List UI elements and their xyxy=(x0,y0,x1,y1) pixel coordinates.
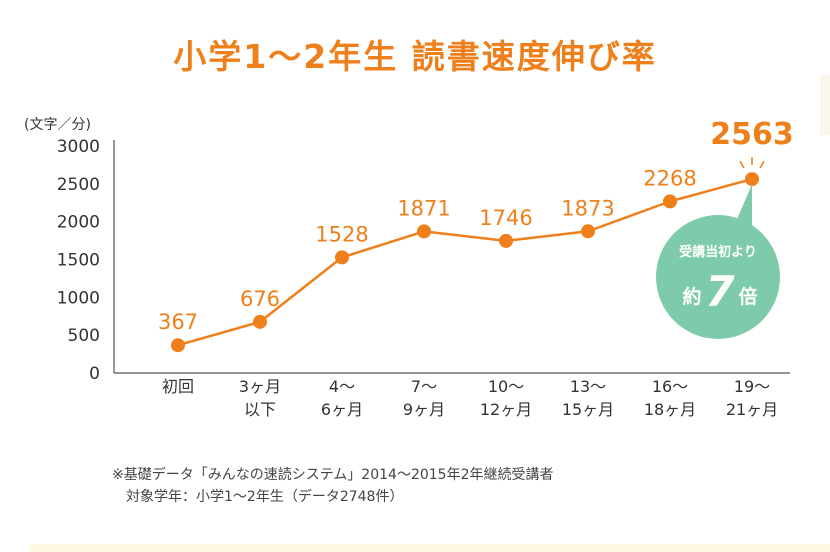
x-tick-label: 10～ xyxy=(488,377,524,396)
y-tick-label: 0 xyxy=(89,364,100,384)
y-tick-label: 2500 xyxy=(57,175,100,195)
data-point xyxy=(253,314,267,329)
y-axis-label: (文字／分) xyxy=(24,117,91,133)
y-tick-label: 2000 xyxy=(57,213,100,233)
data-point xyxy=(335,250,349,265)
data-point xyxy=(581,224,595,239)
badge-number: 7 xyxy=(705,267,735,316)
emphasis-mark xyxy=(739,160,745,169)
callout-badge xyxy=(656,215,780,339)
series-line xyxy=(177,177,753,347)
data-point xyxy=(417,224,431,239)
chart-title: 小学1～2年生 読書速度伸び率 xyxy=(173,37,657,76)
x-tick-label: 初回 xyxy=(162,377,194,396)
x-tick-label: 12ヶ月 xyxy=(480,400,532,419)
x-tick-label: 15ヶ月 xyxy=(562,400,614,419)
y-tick-label: 500 xyxy=(68,326,100,346)
target-note: 対象学年：小学1～2年生（データ2748件） xyxy=(126,489,404,505)
badge-suffix: 倍 xyxy=(738,285,757,308)
data-point xyxy=(663,194,677,209)
data-point xyxy=(171,338,185,353)
data-point xyxy=(745,172,759,187)
x-tick-label: 3ヶ月 xyxy=(239,377,281,396)
badge-text: 受講当初より xyxy=(679,244,757,260)
data-label: 1873 xyxy=(561,196,614,220)
x-tick-label: 7～ xyxy=(411,377,437,396)
x-tick-label: 4～ xyxy=(329,377,355,396)
source-note: ※基礎データ「みんなの速読システム」2014～2015年2年継続受講者 xyxy=(112,467,554,483)
emphasis-mark xyxy=(759,160,765,169)
x-tick-label: 16～ xyxy=(652,377,688,396)
y-tick-label: 1000 xyxy=(57,288,100,308)
x-tick-label: 9ヶ月 xyxy=(403,400,445,419)
data-label: 2268 xyxy=(643,166,696,190)
x-tick-label: 13～ xyxy=(570,377,606,396)
y-tick-label: 1500 xyxy=(57,251,100,271)
x-tick-label: 19～ xyxy=(734,377,770,396)
decorative-band xyxy=(820,75,830,135)
footer-band xyxy=(30,544,830,552)
data-label: 1871 xyxy=(397,196,450,220)
x-tick-label: 21ヶ月 xyxy=(726,400,778,419)
badge-prefix: 約 xyxy=(682,285,701,308)
y-tick-label: 3000 xyxy=(57,137,100,157)
data-label: 1528 xyxy=(315,222,368,246)
x-tick-label: 以下 xyxy=(244,400,276,419)
x-tick-label: 6ヶ月 xyxy=(321,400,363,419)
x-tick-label: 18ヶ月 xyxy=(644,400,696,419)
data-label: 1746 xyxy=(479,206,532,230)
data-point xyxy=(499,233,513,248)
data-label: 367 xyxy=(158,310,198,334)
data-label: 676 xyxy=(240,287,280,311)
data-label: 2563 xyxy=(710,117,794,152)
